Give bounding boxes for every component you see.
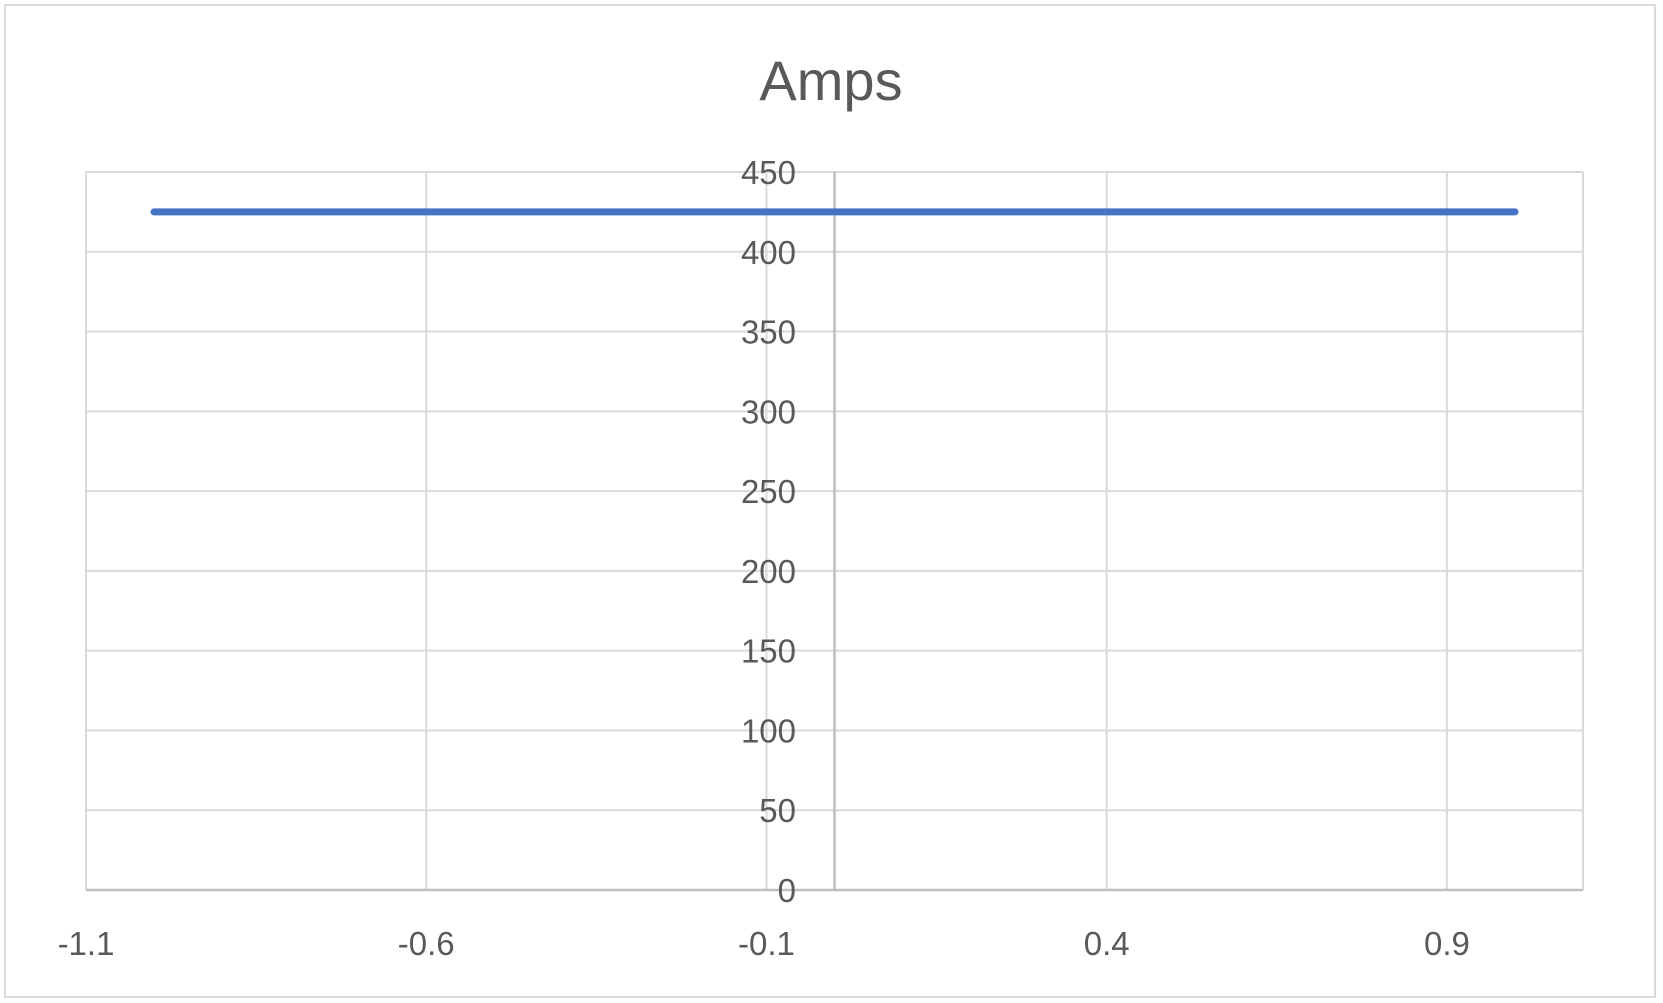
y-tick-label: 0: [778, 872, 796, 909]
chart-title: Amps: [759, 49, 902, 112]
y-tick-label: 300: [741, 393, 796, 430]
y-tick-label: 200: [741, 553, 796, 590]
y-tick-label: 400: [741, 234, 796, 271]
y-tick-label: 450: [741, 154, 796, 191]
x-tick-label: -0.6: [398, 925, 455, 962]
x-tick-label: 0.4: [1084, 925, 1130, 962]
y-tick-label: 150: [741, 633, 796, 670]
y-tick-label: 250: [741, 473, 796, 510]
y-tick-label: 50: [759, 792, 796, 829]
chart-area: [4, 4, 1656, 998]
y-tick-label: 350: [741, 314, 796, 351]
y-axis-ticks: 0 50 100 150 200 250 300 350 400 450: [741, 154, 796, 909]
y-tick-label: 100: [741, 712, 796, 749]
x-axis-ticks: -1.1 -0.6 -0.1 0.4 0.9: [58, 925, 1470, 962]
axes: [86, 172, 1583, 892]
x-tick-label: -1.1: [58, 925, 115, 962]
x-tick-label: -0.1: [738, 925, 795, 962]
x-tick-label: 0.9: [1424, 925, 1470, 962]
